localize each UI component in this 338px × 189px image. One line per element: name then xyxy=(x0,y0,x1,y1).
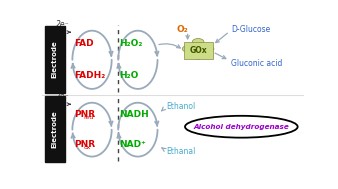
Circle shape xyxy=(202,46,214,52)
Text: D-Glucose: D-Glucose xyxy=(231,25,270,34)
Bar xyxy=(45,26,65,93)
Text: Electrode: Electrode xyxy=(52,110,58,148)
Text: NAD⁺: NAD⁺ xyxy=(120,140,146,149)
Text: Alcohol dehydrogenase: Alcohol dehydrogenase xyxy=(193,124,289,130)
Text: O₂: O₂ xyxy=(176,25,188,34)
Text: 2e⁻: 2e⁻ xyxy=(56,92,70,101)
Bar xyxy=(184,42,213,59)
Bar xyxy=(45,96,65,162)
Text: 2e⁻: 2e⁻ xyxy=(56,20,70,29)
Text: H₂O₂: H₂O₂ xyxy=(120,39,143,48)
Text: ox: ox xyxy=(83,145,91,149)
Text: FADH₂: FADH₂ xyxy=(74,71,105,80)
Circle shape xyxy=(182,46,194,52)
Text: Gluconic acid: Gluconic acid xyxy=(231,59,282,68)
Circle shape xyxy=(192,39,204,45)
Text: GOx: GOx xyxy=(189,46,207,55)
Text: Ethanol: Ethanol xyxy=(167,102,196,111)
Text: Electrode: Electrode xyxy=(52,41,58,78)
Text: PNR: PNR xyxy=(74,140,95,149)
Text: NADH: NADH xyxy=(120,110,149,119)
Circle shape xyxy=(192,53,204,59)
Text: red: red xyxy=(83,115,94,120)
Text: Ethanal: Ethanal xyxy=(167,147,196,156)
Text: H₂O: H₂O xyxy=(120,71,139,80)
Text: PNR: PNR xyxy=(74,110,95,119)
Text: FAD: FAD xyxy=(74,39,93,48)
